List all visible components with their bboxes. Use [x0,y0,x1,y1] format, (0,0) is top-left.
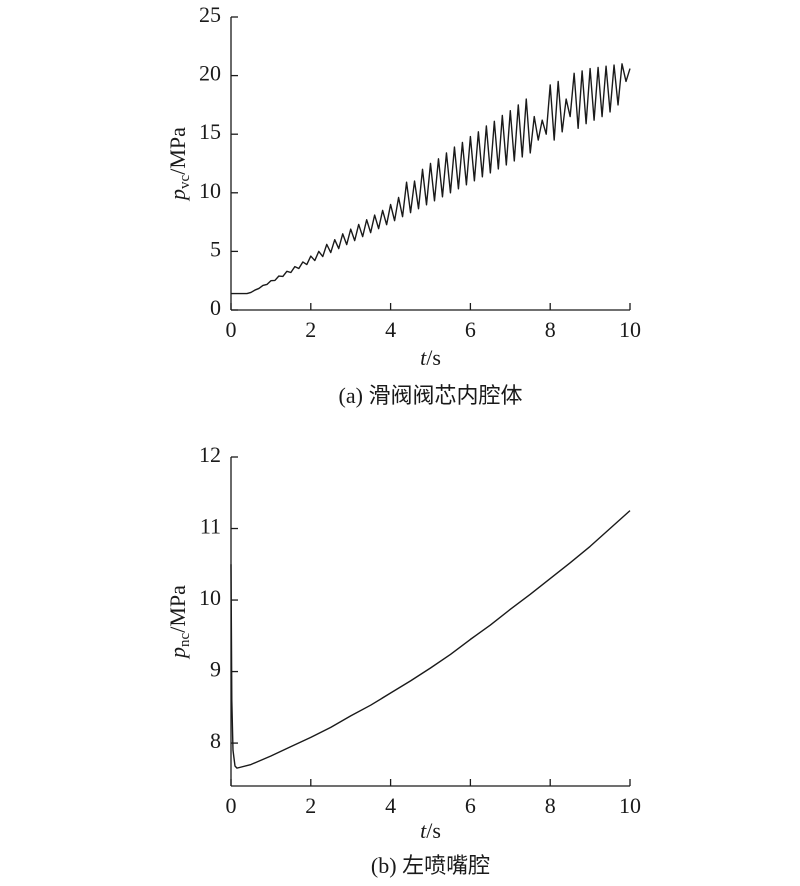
x-tick-label: 2 [305,793,316,818]
x-tick-label: 2 [305,317,316,342]
x-label-symbol: t [420,818,427,843]
x-tick-label: 10 [619,793,641,818]
x-tick-label: 8 [545,793,556,818]
y-label-symbol: p [165,189,190,202]
y-tick-label: 5 [210,236,221,261]
y-tick-label: 8 [210,728,221,753]
y-tick-label: 20 [199,61,221,86]
y-tick-label: 10 [199,585,221,610]
x-tick-label: 4 [385,793,396,818]
x-axis-label: t/s [420,818,441,843]
y-tick-label: 11 [200,514,221,539]
x-tick-label: 6 [465,793,476,818]
y-tick-label: 12 [199,442,221,467]
y-tick-label: 0 [210,295,221,320]
x-tick-label: 0 [226,793,237,818]
x-tick-label: 4 [385,317,396,342]
x-label-symbol: t [420,345,427,370]
x-tick-label: 10 [619,317,641,342]
caption: (a) 滑阀阀芯内腔体 [339,383,523,408]
y-axis-label: pnc/MPa [165,585,193,660]
y-axis-label: pvc/MPa [165,127,193,202]
caption: (b) 左喷嘴腔 [371,853,490,878]
x-tick-label: 8 [545,317,556,342]
x-axis-label: t/s [420,345,441,370]
x-label-unit: /s [426,345,441,370]
data-line [231,63,631,295]
y-label-subscript: vc [177,174,193,189]
y-tick-label: 9 [210,657,221,682]
y-label-subscript: nc [177,632,193,647]
x-tick-label: 6 [465,317,476,342]
y-tick-label: 15 [199,119,221,144]
y-label-unit: /MPa [165,127,190,175]
y-tick-label: 10 [199,178,221,203]
x-label-unit: /s [426,818,441,843]
y-label-symbol: p [165,647,190,660]
x-tick-label: 0 [226,317,237,342]
y-label-unit: /MPa [165,585,190,633]
data-line [230,510,631,769]
y-tick-label: 25 [199,2,221,27]
